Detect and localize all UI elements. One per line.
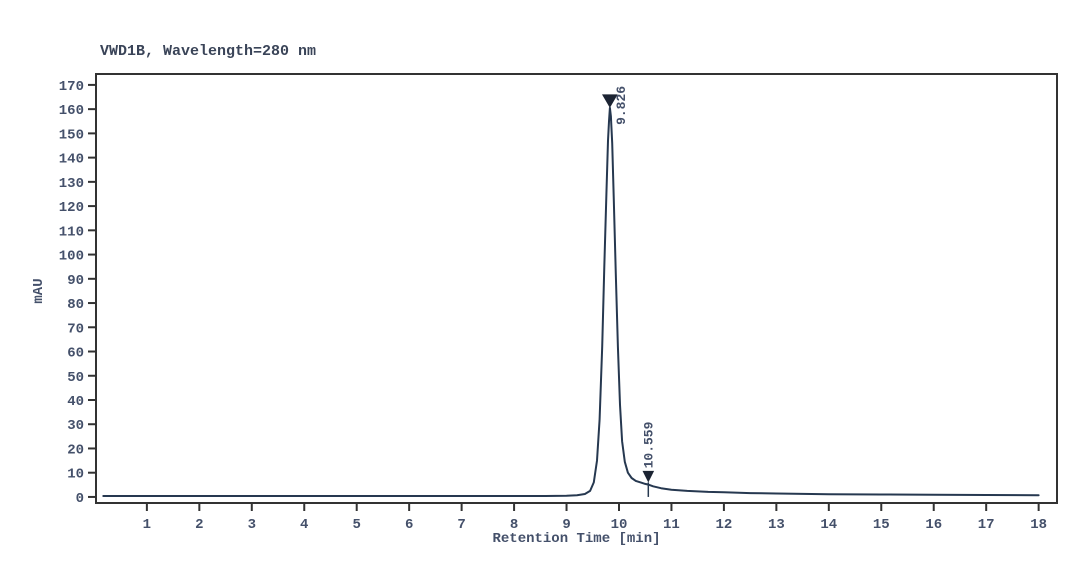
y-tick-label: 160	[59, 103, 84, 119]
x-tick-label: 9	[562, 517, 570, 533]
x-tick-label: 11	[663, 517, 680, 533]
y-tick-label: 130	[59, 176, 84, 192]
y-tick-label: 80	[67, 297, 84, 313]
y-tick-label: 90	[67, 273, 84, 289]
peak-rt-label: 9.826	[614, 86, 629, 125]
y-tick-label: 170	[59, 79, 84, 95]
x-tick-label: 4	[300, 517, 308, 533]
x-tick-label: 1	[143, 517, 151, 533]
y-tick-label: 140	[59, 152, 84, 168]
y-tick-label: 10	[67, 467, 84, 483]
y-tick-label: 100	[59, 249, 84, 265]
x-tick-label: 14	[820, 517, 837, 533]
y-tick-label: 110	[59, 224, 84, 240]
y-axis-title: mAU	[31, 278, 47, 304]
x-tick-label: 17	[978, 517, 995, 533]
x-tick-label: 5	[353, 517, 361, 533]
peak-rt-label: 10.559	[641, 421, 656, 468]
x-tick-label: 6	[405, 517, 413, 533]
x-tick-label: 13	[768, 517, 785, 533]
plot-frame	[95, 73, 1058, 504]
x-tick-label: 7	[457, 517, 465, 533]
y-tick-label: 70	[67, 321, 84, 337]
x-tick-label: 15	[873, 517, 890, 533]
y-tick-label: 40	[67, 394, 84, 410]
chart-title: VWD1B, Wavelength=280 nm	[100, 43, 317, 60]
y-tick-label: 150	[59, 127, 84, 143]
y-tick-label: 0	[76, 491, 84, 507]
x-tick-label: 3	[248, 517, 256, 533]
y-tick-label: 120	[59, 200, 84, 216]
y-tick-label: 50	[67, 370, 84, 386]
x-axis-title: Retention Time [min]	[492, 531, 661, 547]
x-tick-label: 18	[1030, 517, 1047, 533]
x-tick-label: 12	[715, 517, 732, 533]
signal-trace	[102, 106, 1040, 497]
x-tick-label: 10	[611, 517, 628, 533]
peak-marker-triangle	[601, 94, 618, 108]
x-tick-label: 8	[510, 517, 518, 533]
y-tick-label: 60	[67, 346, 84, 362]
y-tick-label: 30	[67, 418, 84, 434]
x-tick-label: 2	[195, 517, 203, 533]
x-tick-label: 16	[925, 517, 942, 533]
y-tick-label: 20	[67, 442, 84, 458]
peak-marker-arrow	[642, 470, 655, 483]
